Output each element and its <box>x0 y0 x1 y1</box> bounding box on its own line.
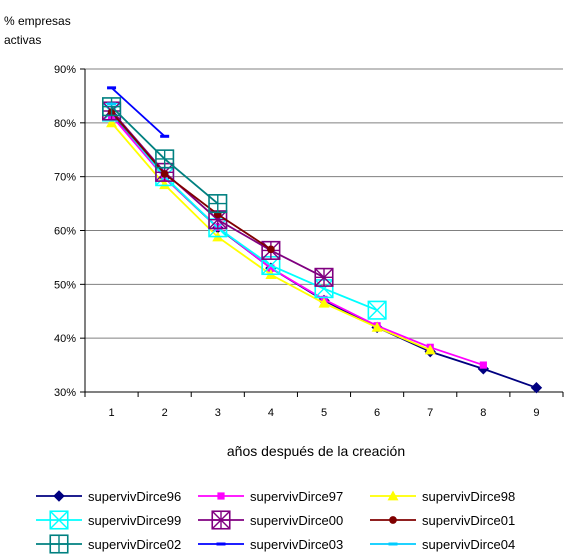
legend-entry-supervivDirce97: supervivDirce97 <box>198 489 343 504</box>
series-group <box>102 86 543 394</box>
point-marker-stroke <box>49 510 69 530</box>
axes <box>80 68 564 397</box>
series-line-supervivDirce97 <box>110 115 484 366</box>
x-tick-label: 7 <box>427 407 433 419</box>
point-marker-stroke <box>367 300 387 320</box>
legend-label: supervivDirce00 <box>250 513 343 528</box>
y-tick-label: 30% <box>54 387 76 399</box>
x-tick-label: 3 <box>215 407 221 419</box>
point-marker <box>267 245 275 254</box>
point-marker <box>371 321 383 332</box>
x-tick-label: 6 <box>374 407 380 419</box>
y-tick-label: 90% <box>54 64 76 76</box>
series-supervivDirce02 <box>102 97 228 214</box>
legend-label: supervivDirce99 <box>88 513 181 528</box>
series-line-supervivDirce03 <box>110 87 166 137</box>
x-axis-title: años después de la creación <box>227 443 405 459</box>
point-marker <box>318 297 330 308</box>
y-tick-label: 70% <box>54 172 76 184</box>
point-marker <box>267 264 275 272</box>
point-marker <box>49 510 69 530</box>
legend-entry-supervivDirce01: supervivDirce01 <box>370 513 515 528</box>
legend-entry-supervivDirce02: supervivDirce02 <box>36 534 181 554</box>
point-marker <box>216 542 226 546</box>
point-marker <box>367 300 387 320</box>
x-tick-label: 1 <box>108 407 114 419</box>
point-marker <box>160 170 169 178</box>
y-axis-title-line-2: activas <box>4 33 41 47</box>
point-marker <box>106 117 118 128</box>
y-tick-label: 80% <box>54 118 76 130</box>
point-marker <box>388 542 398 546</box>
series-line-supervivDirce96 <box>110 114 537 389</box>
legend-entry-supervivDirce04: supervivDirce04 <box>370 537 515 552</box>
series-supervivDirce03 <box>107 86 170 138</box>
legend-entry-supervivDirce03: supervivDirce03 <box>198 537 343 552</box>
x-tick-label: 4 <box>268 407 274 419</box>
legend: supervivDirce96 supervivDirce97 supervivDi… <box>36 489 515 554</box>
legend-label: supervivDirce97 <box>250 489 343 504</box>
point-marker <box>159 179 171 190</box>
y-axis-title-line-1: % empresas <box>4 14 71 28</box>
legend-label: supervivDirce04 <box>422 537 515 552</box>
series-supervivDirce96 <box>105 109 543 394</box>
point-marker <box>217 492 225 500</box>
legend-entry-supervivDirce00: supervivDirce00 <box>198 510 343 530</box>
series-line-supervivDirce99 <box>110 111 378 312</box>
point-marker <box>424 344 436 355</box>
point-marker <box>389 516 397 524</box>
legend-label: supervivDirce01 <box>422 513 515 528</box>
legend-label: supervivDirce03 <box>250 537 343 552</box>
point-marker <box>530 381 543 394</box>
point-marker <box>479 361 487 369</box>
y-tick-label: 50% <box>54 279 76 291</box>
x-tick-label: 5 <box>321 407 327 419</box>
point-marker <box>387 490 399 501</box>
x-tick-label: 2 <box>162 407 168 419</box>
point-marker <box>107 102 117 106</box>
legend-entry-supervivDirce99: supervivDirce99 <box>36 510 181 530</box>
y-tick-label: 60% <box>54 226 76 238</box>
legend-entry-supervivDirce96: supervivDirce96 <box>36 489 181 504</box>
series-supervivDirce04 <box>107 102 117 106</box>
legend-label: supervivDirce96 <box>88 489 181 504</box>
x-tick-label: 9 <box>533 407 539 419</box>
series-line-supervivDirce01 <box>110 111 272 251</box>
x-tick-label: 8 <box>480 407 486 419</box>
series-supervivDirce00 <box>102 101 334 287</box>
point-marker <box>107 86 117 90</box>
tick-labels: 30% 40% 50% 60% 70% 80% 90% 1 2 3 4 5 6 7 8 9 <box>54 64 540 419</box>
legend-label: supervivDirce02 <box>88 537 181 552</box>
legend-entry-supervivDirce98: supervivDirce98 <box>370 489 515 504</box>
point-marker <box>160 134 170 138</box>
point-marker <box>53 490 65 502</box>
legend-label: supervivDirce98 <box>422 489 515 504</box>
y-tick-label: 40% <box>54 333 76 345</box>
series-supervivDirce99 <box>102 102 387 320</box>
